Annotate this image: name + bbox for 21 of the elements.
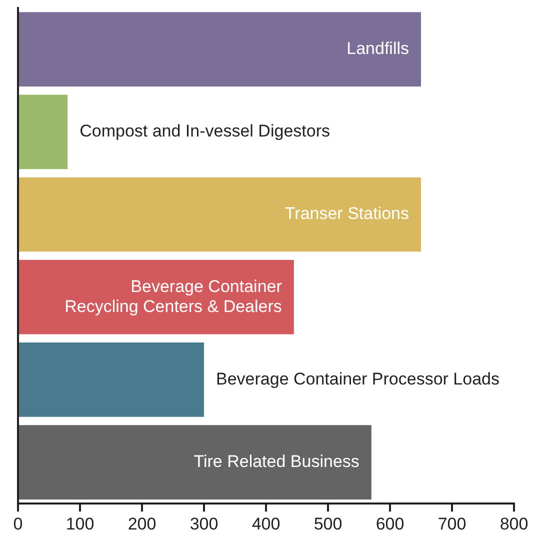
x-tick-label: 200 — [128, 514, 156, 534]
x-tick-label: 700 — [438, 514, 466, 534]
x-tick-label: 600 — [376, 514, 404, 534]
x-tick-label: 500 — [314, 514, 342, 534]
bar — [19, 425, 372, 500]
x-tick-label: 100 — [66, 514, 94, 534]
bar — [19, 177, 421, 252]
x-tick-label: 0 — [13, 514, 23, 534]
bar — [19, 342, 204, 417]
bar — [19, 94, 68, 170]
bar — [19, 260, 294, 334]
bar — [19, 12, 421, 86]
y-tick-label: Tire Related Business — [194, 452, 360, 471]
y-tick-label: Transer Stations — [284, 204, 409, 224]
y-tick-label: Landfills — [346, 38, 409, 58]
x-tick-label: 400 — [252, 514, 280, 534]
y-tick-label: Beverage Container Processor Loads — [216, 369, 500, 388]
y-tick-label: Beverage Container Recycling Centers & Dealers — [64, 276, 282, 316]
y-tick-label: Compost and In-vessel Digestors — [80, 122, 330, 141]
x-tick-label: 300 — [190, 514, 218, 534]
x-tick-label: 800 — [500, 514, 528, 534]
